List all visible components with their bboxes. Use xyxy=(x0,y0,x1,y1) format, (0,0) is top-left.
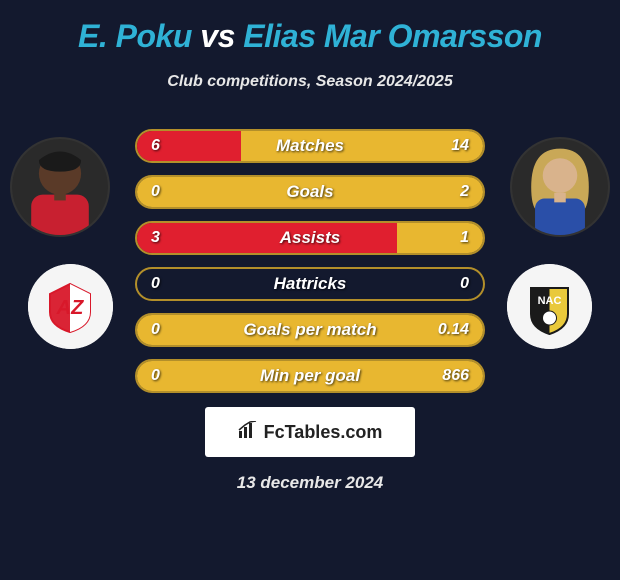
stat-label: Goals per match xyxy=(137,320,483,340)
date-text: 13 december 2024 xyxy=(0,473,620,493)
player1-club-badge: AZ xyxy=(28,264,113,349)
stat-bars: Matches614Goals02Assists31Hattricks00Goa… xyxy=(135,129,485,405)
stat-label: Assists xyxy=(137,228,483,248)
subtitle: Club competitions, Season 2024/2025 xyxy=(0,73,620,91)
stat-left-value: 0 xyxy=(151,275,160,293)
stat-left-value: 0 xyxy=(151,367,160,385)
player1-name: E. Poku xyxy=(78,18,192,54)
stat-right-value: 1 xyxy=(460,229,469,247)
stat-row: Matches6 14 xyxy=(135,129,485,163)
stat-label: Goals xyxy=(137,182,483,202)
stat-row: Min per goal0 866 xyxy=(135,359,485,393)
svg-text:AZ: AZ xyxy=(56,297,84,319)
stat-right-value: 866 xyxy=(442,367,469,385)
stat-label: Min per goal xyxy=(137,366,483,386)
stat-left-value: 3 xyxy=(151,229,160,247)
player2-avatar xyxy=(510,137,610,237)
stat-right-value: 14 xyxy=(451,137,469,155)
player1-avatar xyxy=(10,137,110,237)
stats-area: AZ NAC Matches614Goals02Assists31Hattric… xyxy=(0,129,620,389)
comparison-card: E. Poku vs Elias Mar Omarsson Club compe… xyxy=(0,0,620,580)
stat-left-value: 6 xyxy=(151,137,160,155)
chart-icon xyxy=(238,421,258,444)
stat-left-value: 0 xyxy=(151,183,160,201)
vs-text: vs xyxy=(200,18,235,54)
watermark-text: FcTables.com xyxy=(264,422,383,443)
svg-text:NAC: NAC xyxy=(538,295,562,307)
stat-right-value: 2 xyxy=(460,183,469,201)
stat-right-value: 0.14 xyxy=(438,321,469,339)
stat-row: Goals per match0 0.14 xyxy=(135,313,485,347)
stat-label: Hattricks xyxy=(137,274,483,294)
player2-name: Elias Mar Omarsson xyxy=(243,18,542,54)
stat-row: Assists3 1 xyxy=(135,221,485,255)
player2-club-badge: NAC xyxy=(507,264,592,349)
fctables-watermark: FcTables.com xyxy=(205,407,415,457)
stat-row: Hattricks0 0 xyxy=(135,267,485,301)
stat-right-value: 0 xyxy=(460,275,469,293)
stat-left-value: 0 xyxy=(151,321,160,339)
stat-row: Goals0 2 xyxy=(135,175,485,209)
stat-label: Matches xyxy=(137,136,483,156)
page-title: E. Poku vs Elias Mar Omarsson xyxy=(0,18,620,55)
